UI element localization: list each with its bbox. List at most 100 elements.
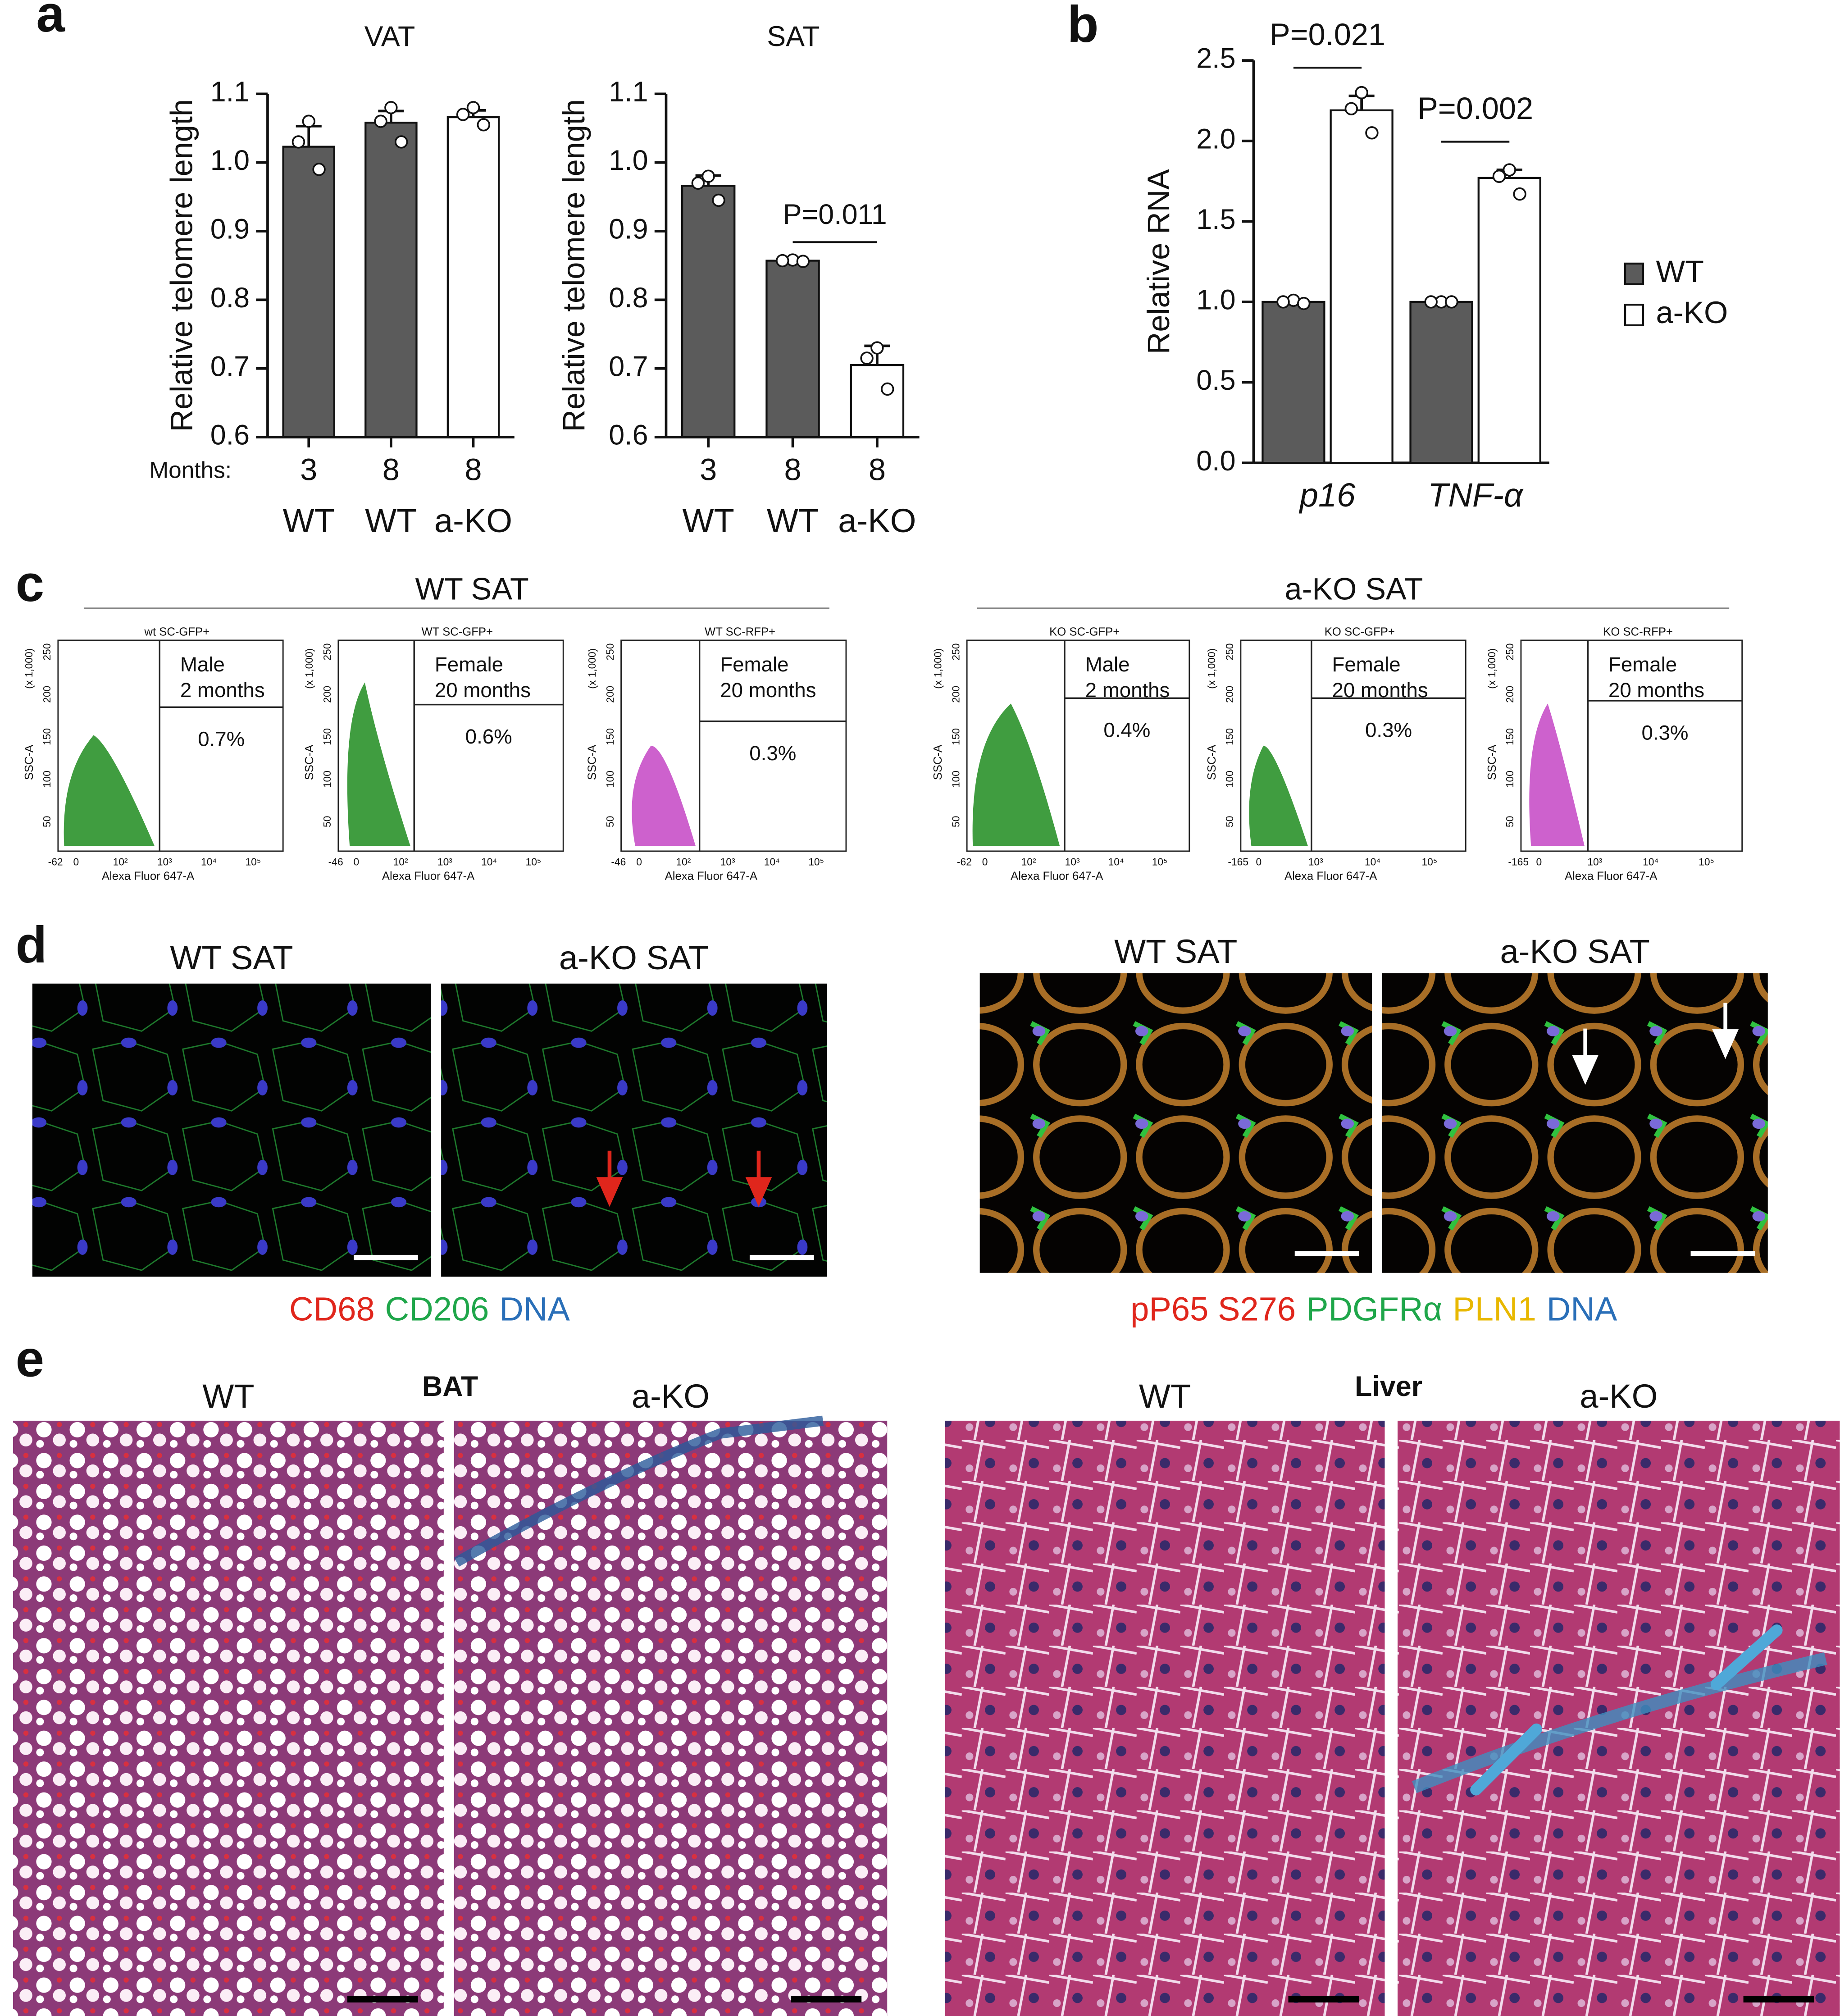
data-point [394,135,408,149]
y-axis-unit: (x 1,000) [932,648,943,689]
data-point [1276,295,1290,309]
image-label: a-KO [1580,1377,1658,1415]
gate-label: 20 months [1608,679,1704,702]
x-tick-label: 10⁴ [481,856,497,868]
tissue-label: Liver [1355,1371,1422,1402]
y-axis-label: SSC-A [586,744,599,780]
panel-label: c [16,555,44,612]
y-tick-label: 1.0 [1196,284,1235,316]
data-point [691,176,705,190]
panel-label: e [16,1331,44,1388]
plot-title: KO SC-GFP+ [1049,626,1120,639]
y-axis-unit: (x 1,000) [303,648,315,689]
gate-percent: 0.3% [749,742,796,765]
data-point [1424,295,1438,309]
fibrosis-band [1412,1652,1827,1793]
x-tick-label: 10³ [157,856,172,868]
x-axis-label: Alexa Fluor 647-A [102,870,195,883]
x-tick-label: 10⁵ [1152,856,1168,868]
y-tick-label: 150 [41,728,53,745]
y-tick-label: 250 [1504,643,1516,661]
p-value: P=0.011 [783,199,887,230]
y-tick-label: 250 [321,643,333,661]
x-tick-label: 10⁵ [526,856,542,868]
data-point [312,163,326,176]
gate-label: 20 months [1332,679,1428,702]
y-tick-label: 0.8 [210,282,250,314]
x-tick-label: 0 [1256,856,1262,868]
data-point [860,351,874,365]
y-tick-label: 100 [1224,771,1235,788]
group-label: WT [365,502,417,539]
x-tick-label: 8 [383,452,400,487]
x-tick-label: 10³ [1308,856,1323,868]
x-tick-label: 0 [73,856,79,868]
data-point [1445,295,1458,309]
x-tick-label: 8 [465,452,482,487]
bar [850,364,905,438]
group-title: WT SAT [415,572,528,607]
x-tick-label: 8 [784,452,801,487]
y-tick-label: 1.0 [609,145,648,176]
y-tick-label: 100 [950,771,961,788]
y-tick-label: 50 [1504,816,1516,827]
y-axis-label: SSC-A [23,744,36,780]
y-tick-label: 100 [604,771,616,788]
y-axis-unit: (x 1,000) [586,648,598,689]
gate [1064,640,1189,851]
gate-percent: 0.3% [1365,719,1412,742]
micrograph [979,973,1372,1273]
bar [681,185,736,438]
x-tick-label: 10³ [720,856,735,868]
group-label: a-KO [434,502,512,539]
legend-swatch [1624,304,1644,327]
data-point [1513,187,1526,201]
y-tick-label: 1.5 [1196,204,1235,235]
y-tick-label: 50 [321,816,333,827]
stain-label: CD206 [385,1290,489,1327]
x-tick-label: 8 [869,452,886,487]
y-tick-label: 250 [604,643,616,661]
chart-title: SAT [767,21,820,52]
x-tick-label: 10² [113,856,128,868]
arrow [1710,1624,1783,1690]
y-tick-label: 200 [1504,686,1516,703]
data-point [776,254,789,268]
panel-label: a [36,0,65,43]
x-tick-label: -165 [1508,856,1529,868]
plot-title: KO SC-RFP+ [1603,626,1673,639]
y-axis-label: SSC-A [1486,744,1498,780]
p-value: P=0.021 [1270,17,1385,52]
group-label: a-KO [838,502,916,539]
gate-label: Male [1085,653,1130,676]
bar [364,122,418,438]
plot-frame [57,639,284,852]
event-cloud [1529,703,1585,846]
x-tick-label: 10⁵ [1422,856,1438,868]
bar [1330,109,1394,464]
bar [446,116,500,438]
y-tick-label: 200 [41,686,53,703]
y-axis-label: SSC-A [932,744,944,780]
x-axis-label: Alexa Fluor 647-A [665,870,758,883]
x-tick-label: 10³ [437,856,452,868]
gate-label: Female [1608,653,1677,676]
data-point [881,382,894,396]
y-axis-label: Relative telomere length [556,99,591,432]
gate-label: Female [720,653,788,676]
x-tick-label: 10⁴ [201,856,217,868]
panel-label: d [16,917,47,974]
gate-label: Female [435,653,503,676]
image-label: WT [202,1377,254,1415]
plot-title: KO SC-GFP+ [1325,626,1395,639]
image-label: a-KO [632,1377,710,1415]
image-title: a-KO SAT [1500,933,1650,970]
gate-percent: 0.7% [198,728,245,751]
data-point [302,114,315,128]
gate [698,640,846,851]
x-axis-label: Alexa Fluor 647-A [1565,870,1658,883]
stain-legend: pP65 S276 PDGFRα PLN1 DNA [1130,1290,1617,1327]
y-tick-label: 250 [1224,643,1235,661]
event-cloud [64,735,155,846]
